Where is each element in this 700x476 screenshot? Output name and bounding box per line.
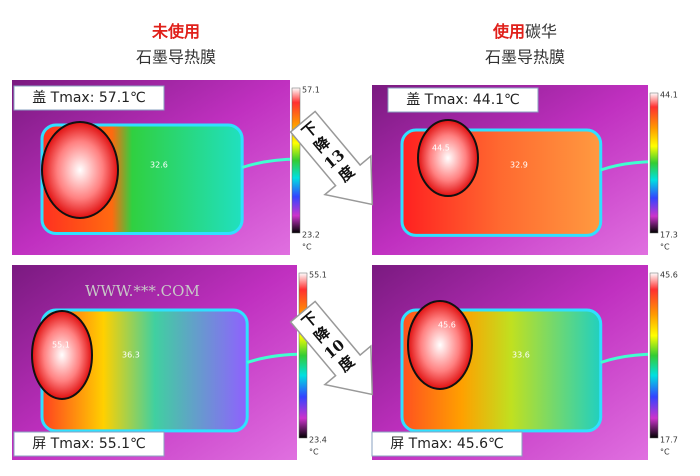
scale-unit: °C xyxy=(309,448,319,457)
scale-min: 23.4 xyxy=(309,436,327,445)
left-title: 未使用 xyxy=(151,22,200,41)
spot-temp: 55.1 xyxy=(52,341,70,350)
arrow-shape xyxy=(289,300,374,396)
tmax-label: 盖 Tmax: 57.1℃ xyxy=(32,90,146,106)
color-scale xyxy=(649,272,659,439)
color-scale xyxy=(291,87,301,234)
arrow-shape xyxy=(289,110,374,206)
left-subtitle: 石墨导热膜 xyxy=(136,48,216,67)
label-box xyxy=(13,431,165,457)
label-box xyxy=(387,87,539,113)
scale-min: 23.2 xyxy=(302,231,320,240)
right-subtitle: 石墨导热膜 xyxy=(485,48,565,67)
spot-temp: 32.9 xyxy=(510,161,528,170)
tmax-label: 盖 Tmax: 44.1℃ xyxy=(406,92,520,108)
hot-spot xyxy=(41,121,119,219)
scale-max: 57.1 xyxy=(302,86,320,95)
watermark: WWW.***.COM xyxy=(85,282,200,300)
spot-temp: 32.6 xyxy=(150,161,168,170)
spot-temp: 44.5 xyxy=(432,144,450,153)
tmax-label: 屏 Tmax: 45.6℃ xyxy=(390,436,504,452)
scale-max: 44.1 xyxy=(660,91,678,100)
color-scale xyxy=(298,272,308,439)
label-box xyxy=(13,85,165,111)
scale-unit: °C xyxy=(302,243,312,252)
hot-spot xyxy=(407,300,473,390)
spot-temp: 45.6 xyxy=(438,321,456,330)
hot-spot xyxy=(417,119,479,197)
scale-unit: °C xyxy=(660,243,670,252)
spot-temp: 36.3 xyxy=(122,351,140,360)
panels: 32.6 57.1 23.2 °C 盖 Tmax: 57.1℃ 44.5 32.9 44.1 1… xyxy=(12,80,678,460)
label-box xyxy=(371,431,523,457)
right-title: 使用碳华 xyxy=(492,22,557,41)
tmax-label: 屏 Tmax: 55.1℃ xyxy=(32,436,146,452)
scale-min: 17.7 xyxy=(660,436,678,445)
hot-spot xyxy=(31,310,93,400)
scale-min: 17.3 xyxy=(660,231,678,240)
color-scale xyxy=(649,92,659,234)
scale-max: 45.6 xyxy=(660,271,678,280)
spot-temp: 33.6 xyxy=(512,351,530,360)
scale-unit: °C xyxy=(660,448,670,457)
scale-max: 55.1 xyxy=(309,271,327,280)
